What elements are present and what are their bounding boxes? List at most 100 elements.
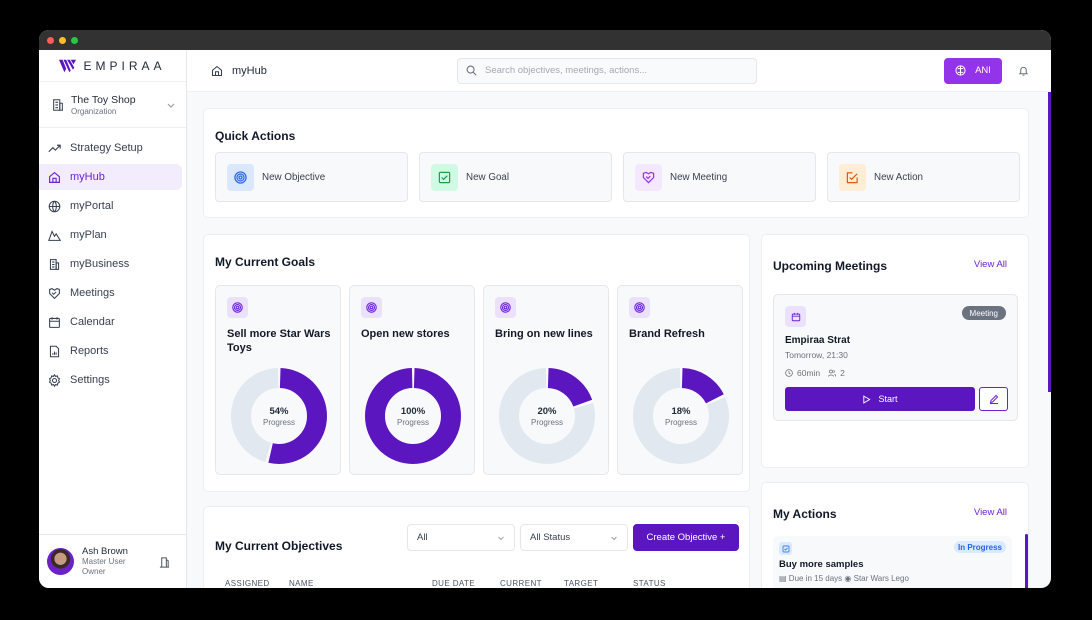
user-title: Owner [82, 567, 106, 576]
close-window-button[interactable] [47, 36, 54, 44]
sidebar-item-calendar[interactable]: Calendar [39, 309, 182, 335]
window-titlebar [39, 30, 1051, 50]
goal-card[interactable]: Sell more Star Wars Toys 54% Progress [215, 285, 341, 475]
logout-door-icon[interactable] [159, 557, 170, 568]
column-header-name[interactable]: NAME [289, 579, 314, 588]
brain-icon [955, 65, 966, 76]
column-header-current[interactable]: CURRENT [500, 579, 542, 588]
column-header-target[interactable]: TARGET [564, 579, 599, 588]
ani-button-label: ANI [975, 65, 991, 76]
goal-name: Open new stores [361, 328, 450, 340]
gear-icon [48, 373, 61, 387]
sidebar-item-myplan[interactable]: myPlan [39, 222, 182, 248]
sidebar-item-strategy-setup[interactable]: Strategy Setup [39, 135, 182, 161]
new-objective-button[interactable]: New Objective [215, 152, 408, 202]
sidebar-item-mybusiness[interactable]: myBusiness [39, 251, 182, 277]
sidebar-item-meetings[interactable]: Meetings [39, 280, 182, 306]
meeting-meta: 60min 2 [785, 368, 845, 378]
sidebar-item-label: myPortal [70, 200, 114, 212]
building-icon [49, 258, 60, 270]
goal-card[interactable]: Bring on new lines 20% Progress [483, 285, 609, 475]
meeting-type-badge: Meeting [961, 306, 1006, 320]
donut-label: 18% Progress [633, 368, 729, 464]
goal-card[interactable]: Open new stores 100% Progress [349, 285, 475, 475]
meetings-view-all-link[interactable]: View All [973, 259, 1007, 270]
handshake-icon [49, 287, 60, 299]
target-icon [227, 163, 254, 191]
column-header-due-date[interactable]: DUE DATE [432, 579, 476, 588]
new-goal-button[interactable]: New Goal [419, 152, 612, 202]
action-title: Buy more samples [779, 559, 864, 570]
main-scrollbar[interactable] [1048, 92, 1051, 392]
bell-icon[interactable] [1018, 65, 1029, 77]
goal-progress-value: 20% [537, 405, 557, 417]
goal-progress-label: Progress [396, 417, 429, 427]
action-due: Due in 15 days [788, 574, 843, 583]
assigned-filter-select[interactable]: All [407, 524, 515, 551]
chevron-down-icon [498, 536, 504, 541]
org-switcher[interactable]: The Toy Shop Organization [39, 82, 186, 128]
sidebar-item-label: Strategy Setup [70, 142, 143, 154]
sidebar-item-label: myPlan [70, 229, 107, 241]
current-goals-card: My Current Goals Sell more Star Wars Toy… [203, 234, 750, 492]
sidebar-item-label: Reports [70, 345, 109, 357]
sidebar-item-settings[interactable]: Settings [39, 367, 182, 393]
pencil-icon [989, 394, 998, 404]
minimize-window-button[interactable] [59, 36, 66, 44]
goal-name: Sell more Star Wars Toys [227, 328, 331, 354]
search-box[interactable] [457, 57, 757, 84]
target-icon [495, 297, 516, 318]
status-filter-select[interactable]: All Status [520, 524, 628, 551]
maximize-window-button[interactable] [71, 36, 78, 44]
meeting-time: Tomorrow, 21:30 [785, 350, 848, 360]
new-action-button[interactable]: New Action [827, 152, 1020, 202]
sidebar-item-reports[interactable]: Reports [39, 338, 182, 364]
page-title: myHub [232, 64, 267, 77]
sidebar-item-myportal[interactable]: myPortal [39, 193, 182, 219]
meeting-attendees: 2 [840, 368, 845, 378]
meeting-item[interactable]: Meeting Empiraa Strat Tomorrow, 21:30 60… [773, 294, 1018, 421]
checkbox-icon [431, 163, 458, 191]
meetings-title: Upcoming Meetings [773, 259, 888, 273]
search-icon [466, 65, 477, 76]
sidebar-item-label: Meetings [70, 287, 115, 299]
upcoming-meetings-card: Upcoming Meetings View All Meeting Empir… [761, 234, 1029, 468]
logo-mark-icon [59, 59, 77, 72]
home-icon [49, 171, 60, 183]
sidebar-item-label: myHub [70, 171, 105, 183]
qa-label: New Meeting [670, 171, 728, 183]
sidebar-item-myhub[interactable]: myHub [39, 164, 182, 190]
building-icon [53, 98, 63, 111]
logo[interactable]: EMPIRAA [39, 50, 186, 82]
my-actions-card: My Actions View All In Progress Buy more… [761, 482, 1029, 588]
actions-title: My Actions [773, 507, 837, 521]
action-status-badge: In Progress [953, 541, 1006, 553]
action-item[interactable]: In Progress Buy more samples ▤ Due in 15… [773, 536, 1012, 588]
qa-label: New Action [874, 171, 924, 183]
actions-view-all-link[interactable]: View All [973, 507, 1007, 518]
progress-donut-chart [231, 368, 327, 464]
qa-label: New Goal [466, 171, 510, 183]
edit-meeting-button[interactable] [979, 387, 1008, 411]
calendar-icon: ▤ [779, 574, 787, 583]
start-meeting-button[interactable]: Start [785, 387, 975, 411]
search-input[interactable] [485, 65, 745, 76]
donut-label: 54% Progress [231, 368, 327, 464]
column-header-status[interactable]: STATUS [633, 579, 666, 588]
new-meeting-button[interactable]: New Meeting [623, 152, 816, 202]
chevron-down-icon [167, 103, 175, 108]
actions-scrollbar[interactable] [1025, 534, 1028, 588]
qa-label: New Objective [262, 171, 326, 183]
main-area: myHub ANI Quick Actions [187, 50, 1051, 588]
quick-actions-card: Quick Actions New Objective [203, 108, 1029, 218]
ani-button[interactable]: ANI [944, 57, 1002, 84]
action-objective: Star Wars Lego [853, 574, 909, 583]
goal-card[interactable]: Brand Refresh 18% Progress [617, 285, 743, 475]
column-header-assigned[interactable]: ASSIGNED [225, 579, 270, 588]
dashboard-content: Quick Actions New Objective [187, 92, 1051, 588]
trend-up-icon [48, 144, 61, 152]
sidebar-item-label: myBusiness [70, 258, 130, 270]
report-icon [49, 345, 60, 357]
user-profile[interactable]: Ash Brown Master User Owner [39, 534, 186, 588]
create-objective-button[interactable]: Create Objective + [633, 524, 739, 551]
